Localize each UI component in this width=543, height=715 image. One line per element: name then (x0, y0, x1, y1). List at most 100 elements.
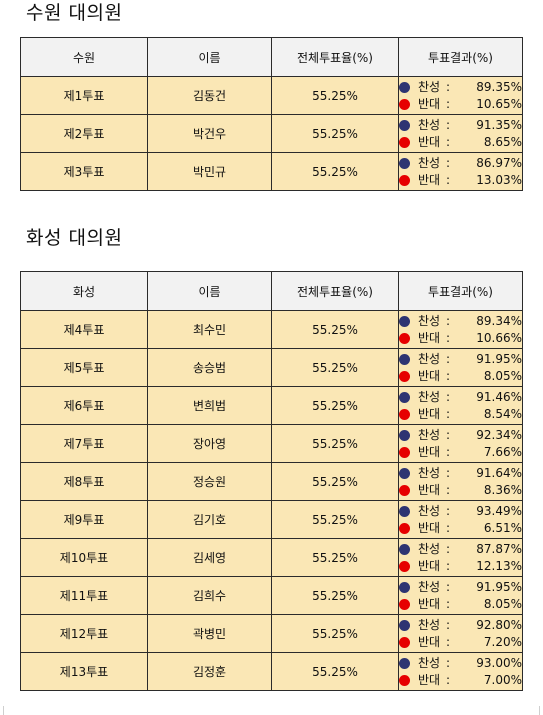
no-result-line: 반대: 8.05% (399, 368, 522, 385)
red-circle-icon (399, 408, 410, 420)
result-cell: 찬성: 91.95% 반대: 8.05% (398, 348, 523, 387)
result-cell: 찬성: 87.87% 반대: 12.13% (398, 538, 523, 577)
turnout-cell: 55.25% (271, 76, 399, 115)
no-result-line: 반대: 6.51% (399, 520, 522, 537)
no-result-line: 반대: 10.66% (399, 330, 522, 347)
yes-result-line: 찬성: 89.34% (399, 313, 522, 330)
yes-label: 찬성 (417, 427, 441, 442)
colon-separator: : (445, 520, 451, 535)
colon-separator: : (445, 672, 451, 687)
colon-separator: : (445, 655, 451, 670)
yes-label: 찬성 (417, 79, 441, 94)
red-circle-icon (399, 484, 410, 496)
no-percent: 8.05% (483, 368, 522, 383)
table-row: 제10투표 김세영 55.25% 찬성: 87.87% 반대: 12.13% (20, 538, 523, 577)
hwaseong-vote-table: 화성 이름 전체투표율(%) 투표결과(%) 제4투표 최수민 55.25% 찬성:8… (20, 271, 523, 691)
yes-percent: 87.87% (476, 541, 522, 556)
no-percent: 6.51% (483, 520, 522, 535)
colon-separator: : (445, 117, 451, 132)
no-percent: 7.66% (483, 444, 522, 459)
result-cell: 찬성: 89.35% 반대: 10.65% (398, 76, 523, 115)
yes-result-line: 찬성: 92.80% (399, 617, 522, 634)
no-label: 반대 (417, 134, 441, 149)
colon-separator: : (445, 351, 451, 366)
yes-label: 찬성 (417, 351, 441, 366)
result-cell: 찬성: 92.34% 반대: 7.66% (398, 424, 523, 463)
no-label: 반대 (417, 672, 441, 687)
yes-result-line: 찬성: 89.35% (399, 79, 522, 96)
ballot-cell: 제10투표 (20, 538, 148, 577)
yes-percent: 91.95% (476, 351, 522, 366)
red-circle-icon (399, 674, 410, 686)
ballot-cell: 제11투표 (20, 576, 148, 615)
no-label: 반대 (417, 368, 441, 383)
result-cell: 찬성: 91.35% 반대: 8.65% (398, 114, 523, 153)
yes-label: 찬성 (417, 313, 441, 328)
ballot-cell: 제1투표 (20, 76, 148, 115)
no-percent: 8.54% (483, 406, 522, 421)
red-circle-icon (399, 560, 410, 572)
result-cell: 찬성: 92.80% 반대: 7.20% (398, 614, 523, 653)
yes-label: 찬성 (417, 503, 441, 518)
candidate-name-cell: 장아영 (147, 424, 272, 463)
result-cell: 찬성: 91.95% 반대: 8.05% (398, 576, 523, 615)
turnout-cell: 55.25% (271, 576, 399, 615)
candidate-name-cell: 변희범 (147, 386, 272, 425)
navy-circle-icon (399, 619, 410, 631)
no-percent: 13.03% (476, 172, 522, 187)
table-row: 제2투표 박건우 55.25% 찬성: 91.35% 반대: 8.65% (20, 114, 523, 153)
colon-separator: : (445, 465, 451, 480)
yes-label: 찬성 (417, 579, 441, 594)
colon-separator: : (445, 313, 451, 328)
navy-circle-icon (399, 581, 410, 593)
no-label: 반대 (417, 596, 441, 611)
no-label: 반대 (417, 634, 441, 649)
colon-separator: : (445, 406, 451, 421)
red-circle-icon (399, 174, 410, 186)
yes-result-line: 찬성: 91.95% (399, 351, 522, 368)
colon-separator: : (445, 579, 451, 594)
red-circle-icon (399, 522, 410, 534)
table-row: 제6투표 변희범 55.25% 찬성: 91.46% 반대: 8.54% (20, 386, 523, 425)
table-row: 제8투표 정승원 55.25% 찬성: 91.64% 반대: 8.36% (20, 462, 523, 501)
colon-separator: : (445, 634, 451, 649)
no-label: 반대 (417, 172, 441, 187)
table-row: 제4투표 최수민 55.25% 찬성: 89.34% 반대: 10.66% (20, 310, 523, 349)
ballot-cell: 제6투표 (20, 386, 148, 425)
no-label: 반대 (417, 96, 441, 111)
no-result-line: 반대: 8.05% (399, 596, 522, 613)
red-circle-icon (399, 332, 410, 344)
header-name: 이름 (147, 271, 272, 311)
turnout-cell: 55.25% (271, 386, 399, 425)
yes-result-line: 찬성: 91.46% (399, 389, 522, 406)
yes-percent: 89.35% (476, 79, 522, 94)
yes-label: 찬성 (417, 655, 441, 670)
candidate-name-cell: 정승원 (147, 462, 272, 501)
colon-separator: : (445, 541, 451, 556)
suwon-vote-table: 수원 이름 전체투표율(%) 투표결과(%) 제1투표 김동건 55.25% 찬성:8… (20, 37, 523, 191)
navy-circle-icon (399, 657, 410, 669)
candidate-name-cell: 최수민 (147, 310, 272, 349)
ballot-cell: 제5투표 (20, 348, 148, 387)
table-row: 제5투표 송승범 55.25% 찬성: 91.95% 반대: 8.05% (20, 348, 523, 387)
table-row: 제1투표 김동건 55.25% 찬성: 89.35% 반대: 10.65% (20, 76, 523, 115)
no-result-line: 반대: 7.00% (399, 672, 522, 689)
no-label: 반대 (417, 520, 441, 535)
yes-label: 찬성 (417, 117, 441, 132)
result-cell: 찬성: 89.34% 반대: 10.66% (398, 310, 523, 349)
navy-circle-icon (399, 505, 410, 517)
ballot-cell: 제12투표 (20, 614, 148, 653)
result-cell: 찬성: 91.46% 반대: 8.54% (398, 386, 523, 425)
candidate-name-cell: 김희수 (147, 576, 272, 615)
yes-result-line: 찬성: 87.87% (399, 541, 522, 558)
red-circle-icon (399, 98, 410, 110)
turnout-cell: 55.25% (271, 538, 399, 577)
turnout-cell: 55.25% (271, 462, 399, 501)
yes-label: 찬성 (417, 617, 441, 632)
yes-result-line: 찬성: 91.35% (399, 117, 522, 134)
turnout-cell: 55.25% (271, 114, 399, 153)
page-corner-mark-left (0, 706, 4, 715)
navy-circle-icon (399, 391, 410, 403)
navy-circle-icon (399, 429, 410, 441)
red-circle-icon (399, 598, 410, 610)
